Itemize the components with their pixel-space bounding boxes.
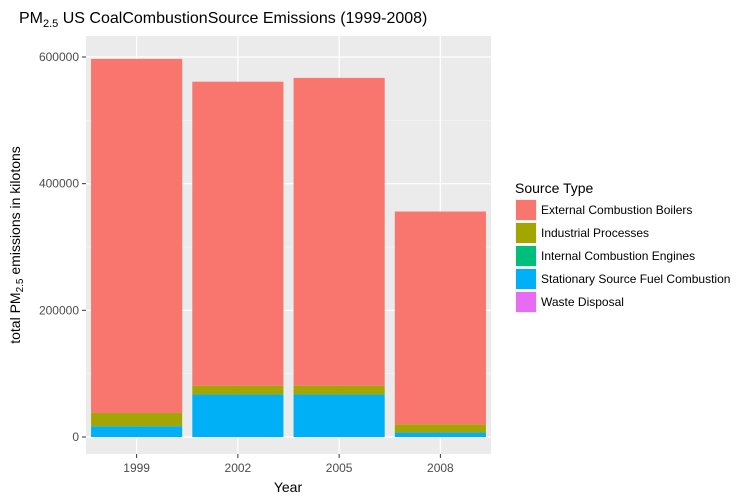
bar-1999-stationary-source-fuel-combustion (91, 426, 183, 437)
chart-title-rest: US CoalCombustionSource Emissions (1999-… (58, 10, 427, 27)
bar-2008-industrial-processes (394, 424, 486, 433)
bars (91, 58, 486, 437)
legend-label: External Combustion Boilers (541, 203, 692, 217)
x-tick-label: 2008 (427, 461, 454, 475)
chart-title-subscript: 2.5 (43, 18, 58, 30)
x-tick-label: 2002 (225, 461, 252, 475)
x-axis-title: Year (274, 479, 303, 495)
bar-2005-stationary-source-fuel-combustion (293, 394, 385, 437)
legend-title: Source Type (515, 180, 594, 196)
x-tick-label: 2005 (326, 461, 353, 475)
bar-1999-external-combustion-boilers (91, 58, 183, 413)
bar-2002-stationary-source-fuel-combustion (192, 394, 284, 437)
legend-key-swatch (516, 246, 536, 266)
x-tick-label: 1999 (123, 461, 150, 475)
y-axis-title-subscript: 2.5 (15, 278, 26, 292)
chart-title-prefix: PM (19, 10, 43, 27)
bar-2008-external-combustion-boilers (394, 211, 486, 425)
y-tick-label: 600000 (39, 50, 79, 64)
legend-label: Waste Disposal (541, 295, 624, 309)
y-axis-title: total PM2.5 emissions in kilotons (7, 146, 26, 344)
legend-label: Industrial Processes (541, 226, 649, 240)
y-tick-label: 400000 (39, 177, 79, 191)
legend-key-swatch (516, 292, 536, 312)
bar-2005-industrial-processes (293, 385, 385, 395)
y-axis-title-rest: emissions in kilotons (7, 146, 23, 278)
y-tick-label: 0 (72, 430, 79, 444)
x-axis-ticks: 1999 2002 2005 2008 (123, 454, 454, 475)
legend-key-swatch (516, 223, 536, 243)
bar-2008-stationary-source-fuel-combustion (394, 432, 486, 437)
legend-key-swatch (516, 269, 536, 289)
y-axis-ticks: 0 200000 400000 600000 (39, 50, 86, 444)
chart-title: PM2.5 US CoalCombustionSource Emissions … (19, 10, 427, 30)
legend-key-swatch (516, 200, 536, 220)
bar-1999-industrial-processes (91, 412, 183, 427)
bar-2002-industrial-processes (192, 385, 284, 395)
legend-label: Stationary Source Fuel Combustion (541, 272, 730, 286)
y-tick-label: 200000 (39, 303, 79, 317)
bar-2002-external-combustion-boilers (192, 81, 284, 386)
y-axis-title-prefix: total PM (7, 292, 23, 343)
bar-2005-external-combustion-boilers (293, 77, 385, 386)
legend-label: Internal Combustion Engines (541, 249, 695, 263)
legend: External Combustion Boilers Industrial Pr… (515, 199, 730, 313)
